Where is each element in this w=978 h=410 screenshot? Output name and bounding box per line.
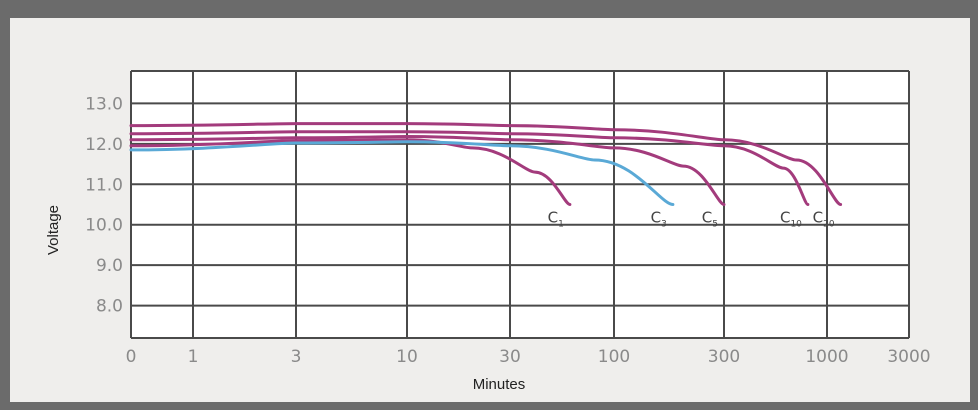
- y-tick-label: 13.0: [85, 94, 123, 114]
- series-label-c20: C20: [813, 209, 835, 230]
- x-axis-title: Minutes: [473, 376, 526, 393]
- series-label-c3: C3: [651, 209, 667, 230]
- x-tick-label: 1: [188, 347, 199, 367]
- chart-panel: 13.0 12.0 11.0 10.0 9.0 8.0 0 1 3 10 30 100 300 1000…: [10, 18, 970, 402]
- x-tick-label: 1000: [805, 347, 848, 367]
- x-tick-label: 300: [708, 347, 740, 367]
- series-line-c20: [129, 122, 843, 206]
- plot-area: [131, 71, 909, 338]
- y-axis-title: Voltage: [45, 205, 62, 255]
- series-label-c10: C10: [780, 209, 802, 230]
- x-tick-label: 100: [598, 347, 630, 367]
- y-tick-label: 8.0: [96, 297, 123, 317]
- x-tick-label: 3: [291, 347, 302, 367]
- y-tick-label: 12.0: [85, 135, 123, 155]
- series-line-c10: [129, 130, 810, 206]
- series-label-c5: C5: [702, 209, 718, 230]
- x-tick-labels: 0 1 3 10 30 100 300 1000 3000: [126, 347, 931, 367]
- y-tick-label: 9.0: [96, 256, 123, 276]
- grid: [130, 70, 910, 339]
- y-tick-label: 11.0: [85, 175, 123, 195]
- series-label-c1: C1: [548, 209, 564, 230]
- voltage-discharge-chart: 13.0 12.0 11.0 10.0 9.0 8.0 0 1 3 10 30 100 300 1000…: [45, 70, 931, 393]
- series-line-c3: [129, 140, 675, 206]
- series-line-c1: [129, 138, 572, 206]
- y-tick-label: 10.0: [85, 216, 123, 236]
- series-curves: [129, 122, 843, 206]
- series-line-c5: [129, 134, 726, 206]
- y-tick-labels: 13.0 12.0 11.0 10.0 9.0 8.0: [85, 94, 123, 316]
- x-tick-label: 30: [499, 347, 521, 367]
- x-tick-label: 3000: [887, 347, 930, 367]
- x-tick-label: 10: [396, 347, 418, 367]
- curve-labels: C1 C3 C5 C10 C20: [548, 209, 835, 230]
- x-tick-label: 0: [126, 347, 137, 367]
